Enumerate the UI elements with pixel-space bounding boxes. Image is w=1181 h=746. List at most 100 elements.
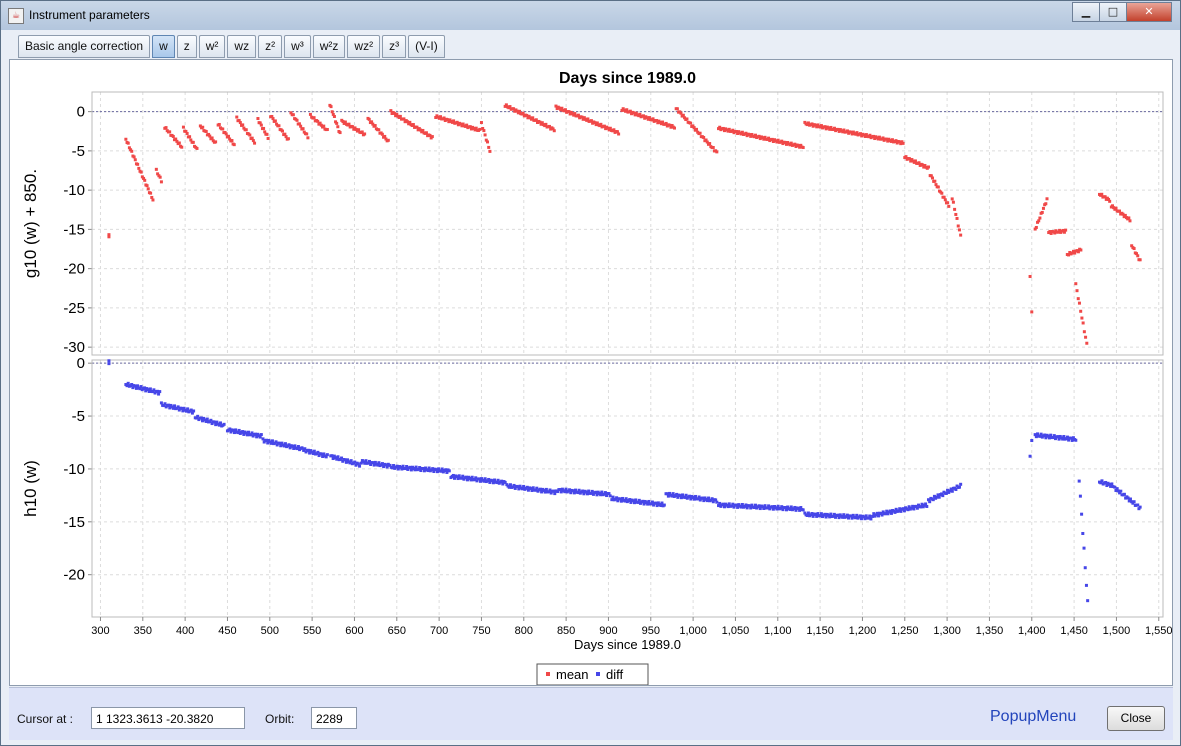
tab-5[interactable]: z²: [258, 35, 283, 58]
tab-1[interactable]: w: [152, 35, 175, 58]
data-point: [232, 431, 236, 435]
data-point: [832, 512, 836, 516]
x-tick-label: 450: [218, 625, 236, 637]
data-point: [1105, 484, 1109, 488]
data-point: [322, 124, 326, 128]
data-point: [718, 501, 722, 505]
data-point: [1034, 435, 1038, 439]
data-point: [232, 143, 236, 147]
chart[interactable]: Days since 1989.0 0 -5 -10 -15 -20 -25 -30 g10 (…: [10, 60, 1172, 685]
data-point: [1110, 482, 1114, 486]
data-point: [308, 112, 312, 116]
tab-3[interactable]: w²: [198, 35, 226, 58]
data-point: [901, 141, 905, 145]
data-point: [331, 457, 335, 461]
data-point: [402, 117, 406, 121]
data-point: [255, 435, 259, 439]
data-point: [798, 508, 802, 512]
data-point: [702, 135, 706, 139]
data-point: [859, 517, 863, 521]
data-point: [180, 145, 184, 149]
data-point: [244, 128, 248, 132]
data-point: [238, 121, 242, 125]
legend-box: [536, 663, 649, 685]
data-point: [898, 507, 902, 511]
data-point: [824, 515, 828, 519]
tab-8[interactable]: wz²: [347, 35, 381, 58]
data-point: [775, 140, 779, 144]
data-point: [547, 490, 551, 494]
tab-9[interactable]: z³: [382, 35, 407, 58]
data-point: [697, 495, 701, 499]
data-point: [131, 386, 135, 390]
data-point: [567, 110, 571, 114]
data-point: [744, 503, 748, 507]
tab-7[interactable]: w²z: [312, 35, 346, 58]
data-point: [841, 515, 845, 519]
data-point: [721, 126, 725, 130]
minimize-icon[interactable]: ▁: [1072, 2, 1100, 22]
data-point: [863, 134, 867, 138]
data-point: [589, 119, 593, 123]
data-point: [940, 492, 944, 496]
data-point: [624, 109, 628, 113]
data-point: [461, 474, 465, 478]
plot-panel[interactable]: Days since 1989.0 0 -5 -10 -15 -20 -25 -30 g10 (…: [9, 59, 1173, 686]
data-point: [439, 469, 443, 473]
data-point: [776, 138, 780, 142]
data-point: [516, 485, 520, 489]
tab-2[interactable]: z: [176, 35, 197, 58]
title-bar[interactable]: ☕ Instrument parameters ▁ □ ✕: [1, 1, 1180, 30]
data-point: [828, 515, 832, 519]
data-point: [834, 515, 838, 519]
legend-marker-diff: [596, 672, 600, 676]
data-point: [353, 126, 357, 130]
data-point: [1045, 197, 1049, 201]
y-tick-label: -15: [63, 514, 85, 531]
data-point: [771, 507, 775, 511]
data-point: [679, 111, 683, 115]
data-point: [1040, 210, 1044, 214]
data-point: [675, 492, 679, 496]
data-point: [384, 463, 388, 467]
cursor-position-field[interactable]: 1 1323.3613 -20.3820: [91, 707, 245, 729]
data-point: [1116, 489, 1120, 493]
data-point: [1122, 492, 1126, 496]
close-window-icon[interactable]: ✕: [1126, 2, 1172, 22]
data-point: [1038, 434, 1042, 438]
data-point: [645, 116, 649, 120]
data-point: [330, 454, 334, 458]
close-button[interactable]: Close: [1107, 706, 1165, 731]
data-point: [199, 416, 203, 420]
orbit-field[interactable]: 2289: [311, 707, 357, 729]
data-point: [671, 492, 675, 496]
data-point: [462, 477, 466, 481]
data-point: [815, 125, 819, 129]
tab-6[interactable]: w³: [284, 35, 311, 58]
data-point: [649, 502, 653, 506]
data-point: [231, 428, 235, 432]
data-point: [459, 122, 463, 126]
data-point: [468, 125, 472, 129]
data-point: [705, 499, 709, 503]
data-point: [763, 504, 767, 508]
data-point: [434, 468, 438, 472]
data-point: [291, 113, 295, 117]
tab-0[interactable]: Basic angle correction: [18, 35, 151, 58]
data-point: [151, 198, 155, 202]
tab-4[interactable]: wz: [227, 35, 257, 58]
popup-menu-link[interactable]: PopupMenu: [990, 708, 1077, 725]
data-point: [758, 507, 762, 511]
data-point: [210, 136, 214, 140]
tab-10[interactable]: (V-I): [408, 35, 445, 58]
data-point: [273, 119, 277, 123]
maximize-icon[interactable]: □: [1099, 2, 1127, 22]
data-point: [265, 132, 269, 136]
data-point: [836, 513, 840, 517]
data-point: [907, 505, 911, 509]
data-point: [136, 162, 140, 166]
data-point: [490, 479, 494, 483]
data-point: [779, 506, 783, 510]
data-point: [208, 134, 212, 138]
data-point: [1065, 435, 1069, 439]
